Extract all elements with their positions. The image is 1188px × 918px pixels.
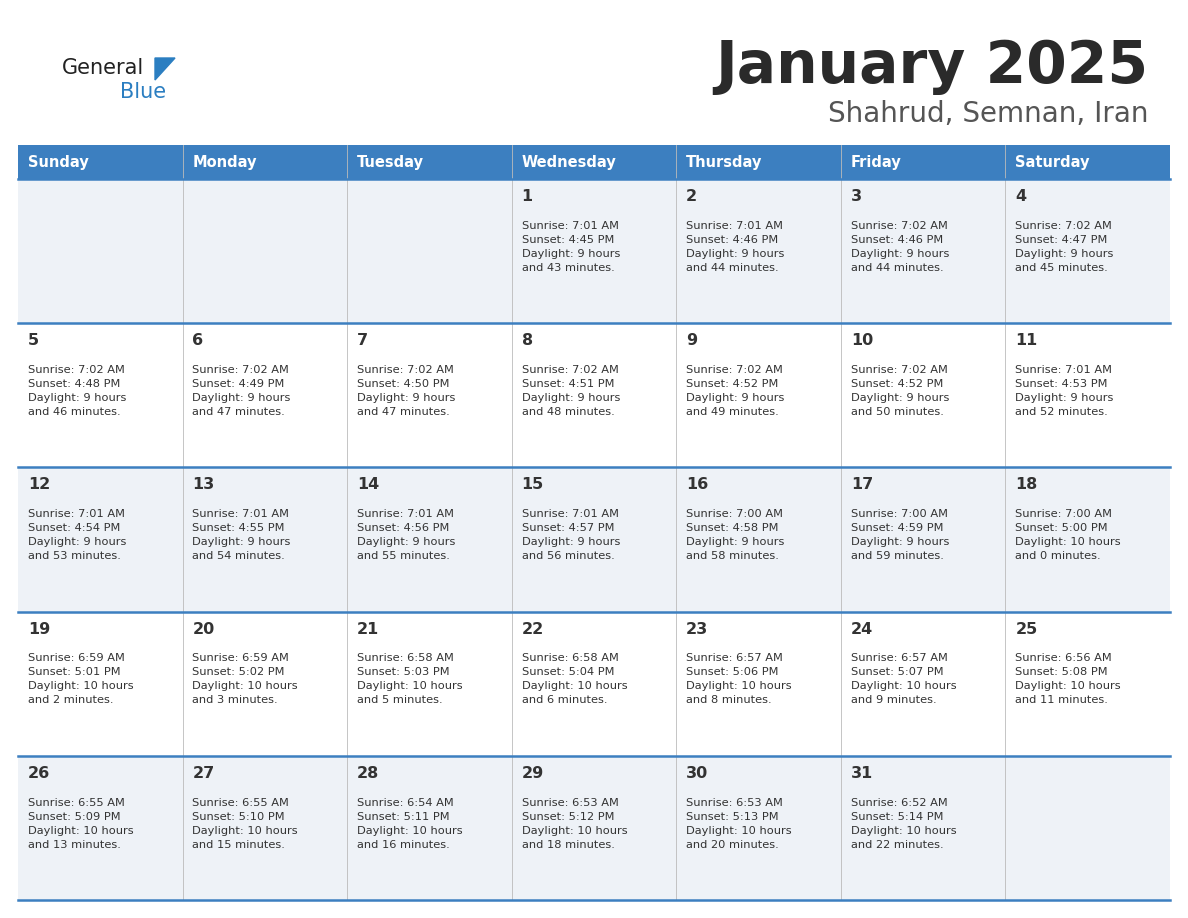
Bar: [1005, 145, 1170, 179]
Text: 28: 28: [358, 766, 379, 781]
Text: 7: 7: [358, 333, 368, 348]
Text: Saturday: Saturday: [1016, 154, 1089, 170]
Text: Sunrise: 7:02 AM
Sunset: 4:49 PM
Daylight: 9 hours
and 47 minutes.: Sunrise: 7:02 AM Sunset: 4:49 PM Dayligh…: [192, 365, 291, 417]
Bar: [676, 145, 841, 179]
Polygon shape: [154, 58, 175, 80]
Text: Tuesday: Tuesday: [358, 154, 424, 170]
Text: Sunrise: 7:02 AM
Sunset: 4:52 PM
Daylight: 9 hours
and 50 minutes.: Sunrise: 7:02 AM Sunset: 4:52 PM Dayligh…: [851, 365, 949, 417]
Text: Sunrise: 6:58 AM
Sunset: 5:04 PM
Daylight: 10 hours
and 6 minutes.: Sunrise: 6:58 AM Sunset: 5:04 PM Dayligh…: [522, 654, 627, 705]
Text: 18: 18: [1016, 477, 1037, 492]
Text: Sunrise: 6:55 AM
Sunset: 5:09 PM
Daylight: 10 hours
and 13 minutes.: Sunrise: 6:55 AM Sunset: 5:09 PM Dayligh…: [27, 798, 133, 850]
Text: Sunrise: 6:52 AM
Sunset: 5:14 PM
Daylight: 10 hours
and 22 minutes.: Sunrise: 6:52 AM Sunset: 5:14 PM Dayligh…: [851, 798, 956, 850]
Text: 14: 14: [358, 477, 379, 492]
Text: Sunrise: 7:00 AM
Sunset: 4:58 PM
Daylight: 9 hours
and 58 minutes.: Sunrise: 7:00 AM Sunset: 4:58 PM Dayligh…: [687, 509, 784, 561]
Text: Sunrise: 6:53 AM
Sunset: 5:13 PM
Daylight: 10 hours
and 20 minutes.: Sunrise: 6:53 AM Sunset: 5:13 PM Dayligh…: [687, 798, 791, 850]
Text: 12: 12: [27, 477, 50, 492]
Text: 26: 26: [27, 766, 50, 781]
Text: 29: 29: [522, 766, 544, 781]
Text: Sunrise: 6:59 AM
Sunset: 5:02 PM
Daylight: 10 hours
and 3 minutes.: Sunrise: 6:59 AM Sunset: 5:02 PM Dayligh…: [192, 654, 298, 705]
Text: 19: 19: [27, 621, 50, 637]
Bar: [841, 145, 1005, 179]
Text: 2: 2: [687, 189, 697, 204]
Text: Sunrise: 6:57 AM
Sunset: 5:06 PM
Daylight: 10 hours
and 8 minutes.: Sunrise: 6:57 AM Sunset: 5:06 PM Dayligh…: [687, 654, 791, 705]
Bar: [347, 145, 512, 179]
Text: January 2025: January 2025: [715, 38, 1148, 95]
Text: Sunrise: 7:02 AM
Sunset: 4:46 PM
Daylight: 9 hours
and 44 minutes.: Sunrise: 7:02 AM Sunset: 4:46 PM Dayligh…: [851, 221, 949, 273]
Text: 3: 3: [851, 189, 861, 204]
Text: 15: 15: [522, 477, 544, 492]
Text: 6: 6: [192, 333, 203, 348]
Text: 27: 27: [192, 766, 215, 781]
Text: 9: 9: [687, 333, 697, 348]
Text: Thursday: Thursday: [687, 154, 763, 170]
Text: General: General: [62, 58, 144, 78]
Text: Sunrise: 6:59 AM
Sunset: 5:01 PM
Daylight: 10 hours
and 2 minutes.: Sunrise: 6:59 AM Sunset: 5:01 PM Dayligh…: [27, 654, 133, 705]
Text: Sunrise: 7:01 AM
Sunset: 4:54 PM
Daylight: 9 hours
and 53 minutes.: Sunrise: 7:01 AM Sunset: 4:54 PM Dayligh…: [27, 509, 126, 561]
Bar: [18, 467, 1170, 611]
Text: 31: 31: [851, 766, 873, 781]
Text: Sunrise: 6:53 AM
Sunset: 5:12 PM
Daylight: 10 hours
and 18 minutes.: Sunrise: 6:53 AM Sunset: 5:12 PM Dayligh…: [522, 798, 627, 850]
Bar: [18, 179, 1170, 323]
Text: Sunrise: 7:00 AM
Sunset: 4:59 PM
Daylight: 9 hours
and 59 minutes.: Sunrise: 7:00 AM Sunset: 4:59 PM Dayligh…: [851, 509, 949, 561]
Bar: [512, 145, 676, 179]
Text: 20: 20: [192, 621, 215, 637]
Text: 13: 13: [192, 477, 215, 492]
Text: 25: 25: [1016, 621, 1037, 637]
Text: Monday: Monday: [192, 154, 257, 170]
Text: Blue: Blue: [120, 82, 166, 102]
Text: Sunrise: 7:01 AM
Sunset: 4:45 PM
Daylight: 9 hours
and 43 minutes.: Sunrise: 7:01 AM Sunset: 4:45 PM Dayligh…: [522, 221, 620, 273]
Text: 30: 30: [687, 766, 708, 781]
Text: 1: 1: [522, 189, 532, 204]
Text: 11: 11: [1016, 333, 1037, 348]
Text: Sunrise: 7:02 AM
Sunset: 4:51 PM
Daylight: 9 hours
and 48 minutes.: Sunrise: 7:02 AM Sunset: 4:51 PM Dayligh…: [522, 365, 620, 417]
Text: Sunrise: 7:02 AM
Sunset: 4:50 PM
Daylight: 9 hours
and 47 minutes.: Sunrise: 7:02 AM Sunset: 4:50 PM Dayligh…: [358, 365, 455, 417]
Bar: [18, 756, 1170, 900]
Text: Sunrise: 7:01 AM
Sunset: 4:57 PM
Daylight: 9 hours
and 56 minutes.: Sunrise: 7:01 AM Sunset: 4:57 PM Dayligh…: [522, 509, 620, 561]
Bar: [183, 145, 347, 179]
Text: Sunrise: 7:01 AM
Sunset: 4:55 PM
Daylight: 9 hours
and 54 minutes.: Sunrise: 7:01 AM Sunset: 4:55 PM Dayligh…: [192, 509, 291, 561]
Bar: [18, 611, 1170, 756]
Text: Sunrise: 7:01 AM
Sunset: 4:56 PM
Daylight: 9 hours
and 55 minutes.: Sunrise: 7:01 AM Sunset: 4:56 PM Dayligh…: [358, 509, 455, 561]
Text: Wednesday: Wednesday: [522, 154, 617, 170]
Text: 16: 16: [687, 477, 708, 492]
Text: Sunrise: 7:02 AM
Sunset: 4:48 PM
Daylight: 9 hours
and 46 minutes.: Sunrise: 7:02 AM Sunset: 4:48 PM Dayligh…: [27, 365, 126, 417]
Text: 22: 22: [522, 621, 544, 637]
Text: Sunrise: 6:54 AM
Sunset: 5:11 PM
Daylight: 10 hours
and 16 minutes.: Sunrise: 6:54 AM Sunset: 5:11 PM Dayligh…: [358, 798, 462, 850]
Text: 8: 8: [522, 333, 532, 348]
Text: 4: 4: [1016, 189, 1026, 204]
Text: 5: 5: [27, 333, 39, 348]
Text: Sunrise: 7:01 AM
Sunset: 4:46 PM
Daylight: 9 hours
and 44 minutes.: Sunrise: 7:01 AM Sunset: 4:46 PM Dayligh…: [687, 221, 784, 273]
Text: Sunrise: 7:02 AM
Sunset: 4:47 PM
Daylight: 9 hours
and 45 minutes.: Sunrise: 7:02 AM Sunset: 4:47 PM Dayligh…: [1016, 221, 1113, 273]
Text: Sunrise: 7:02 AM
Sunset: 4:52 PM
Daylight: 9 hours
and 49 minutes.: Sunrise: 7:02 AM Sunset: 4:52 PM Dayligh…: [687, 365, 784, 417]
Bar: [18, 145, 183, 179]
Text: Friday: Friday: [851, 154, 902, 170]
Text: 17: 17: [851, 477, 873, 492]
Text: Sunrise: 7:01 AM
Sunset: 4:53 PM
Daylight: 9 hours
and 52 minutes.: Sunrise: 7:01 AM Sunset: 4:53 PM Dayligh…: [1016, 365, 1113, 417]
Text: Shahrud, Semnan, Iran: Shahrud, Semnan, Iran: [828, 100, 1148, 128]
Text: 23: 23: [687, 621, 708, 637]
Bar: [18, 323, 1170, 467]
Text: Sunrise: 6:57 AM
Sunset: 5:07 PM
Daylight: 10 hours
and 9 minutes.: Sunrise: 6:57 AM Sunset: 5:07 PM Dayligh…: [851, 654, 956, 705]
Text: Sunday: Sunday: [27, 154, 89, 170]
Text: 24: 24: [851, 621, 873, 637]
Text: Sunrise: 6:58 AM
Sunset: 5:03 PM
Daylight: 10 hours
and 5 minutes.: Sunrise: 6:58 AM Sunset: 5:03 PM Dayligh…: [358, 654, 462, 705]
Text: 21: 21: [358, 621, 379, 637]
Text: 10: 10: [851, 333, 873, 348]
Text: Sunrise: 6:56 AM
Sunset: 5:08 PM
Daylight: 10 hours
and 11 minutes.: Sunrise: 6:56 AM Sunset: 5:08 PM Dayligh…: [1016, 654, 1121, 705]
Text: Sunrise: 7:00 AM
Sunset: 5:00 PM
Daylight: 10 hours
and 0 minutes.: Sunrise: 7:00 AM Sunset: 5:00 PM Dayligh…: [1016, 509, 1121, 561]
Text: Sunrise: 6:55 AM
Sunset: 5:10 PM
Daylight: 10 hours
and 15 minutes.: Sunrise: 6:55 AM Sunset: 5:10 PM Dayligh…: [192, 798, 298, 850]
